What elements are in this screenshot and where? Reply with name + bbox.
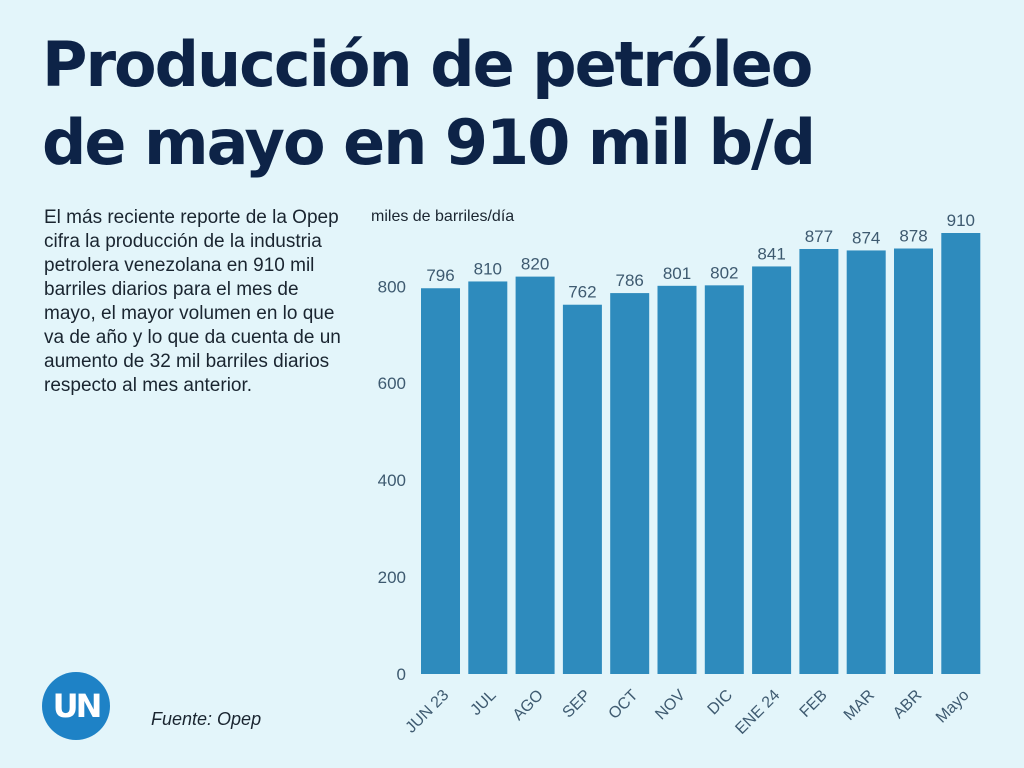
bar-value-label: 802 — [710, 263, 738, 282]
un-logo-icon: UN — [42, 672, 110, 740]
y-tick-label: 200 — [378, 568, 406, 587]
y-tick-label: 400 — [378, 471, 406, 490]
x-category-label: JUL — [467, 687, 499, 719]
bar — [468, 281, 508, 674]
bar-value-label: 874 — [852, 228, 880, 247]
page-title: Producción de petróleo de mayo en 910 mi… — [42, 26, 942, 182]
source-note: Fuente: Opep — [151, 709, 262, 729]
y-tick-label: 600 — [378, 374, 406, 393]
bar — [799, 248, 839, 674]
y-axis-label: miles de barriles/día — [371, 208, 514, 225]
bar — [657, 285, 697, 674]
title-line-1: Producción de petróleo — [42, 28, 813, 101]
x-category-label: AGO — [510, 687, 547, 724]
logo-text: UN — [53, 687, 100, 725]
x-category-label: JUN 23 — [403, 687, 453, 737]
x-category-label: FEB — [797, 687, 831, 721]
value-labels-group: 796 810 820 762 786 801 802 841 877 874 878 910 — [426, 211, 975, 302]
title-line-2: de mayo en 910 mil b/d — [42, 106, 816, 179]
bar-value-label: 841 — [757, 244, 785, 263]
bar-value-label: 820 — [521, 255, 549, 274]
bar — [752, 266, 792, 674]
bar — [894, 248, 933, 674]
bar-value-label: 786 — [616, 271, 644, 290]
x-category-label: NOV — [652, 687, 689, 724]
x-category-label: ENE 24 — [732, 687, 783, 738]
x-category-label: MAR — [841, 687, 878, 724]
bar-value-label: 796 — [426, 266, 454, 285]
x-category-label: OCT — [606, 687, 642, 723]
description-text: El más reciente reporte de la Opep cifra… — [44, 207, 341, 396]
bar-value-label: 762 — [568, 283, 596, 302]
bar — [610, 293, 650, 674]
x-category-label: SEP — [560, 687, 595, 722]
bar — [846, 250, 886, 674]
bar-value-label: 801 — [663, 264, 691, 283]
y-axis-ticks: 0 200 400 600 800 — [378, 277, 406, 684]
bar-value-label: 910 — [947, 211, 975, 230]
bar — [421, 288, 460, 674]
x-category-label: ABR — [890, 687, 925, 722]
y-tick-label: 0 — [397, 665, 406, 684]
bar — [515, 276, 555, 674]
bar — [562, 304, 602, 674]
bar-value-label: 877 — [805, 227, 833, 246]
x-category-label: Mayo — [933, 687, 973, 727]
bars-group — [421, 233, 981, 674]
bar-value-label: 878 — [899, 227, 927, 246]
y-tick-label: 800 — [378, 277, 406, 296]
bar — [704, 285, 744, 674]
bar-value-label: 810 — [474, 259, 502, 278]
bar — [941, 233, 981, 674]
x-category-label: DIC — [705, 687, 737, 719]
